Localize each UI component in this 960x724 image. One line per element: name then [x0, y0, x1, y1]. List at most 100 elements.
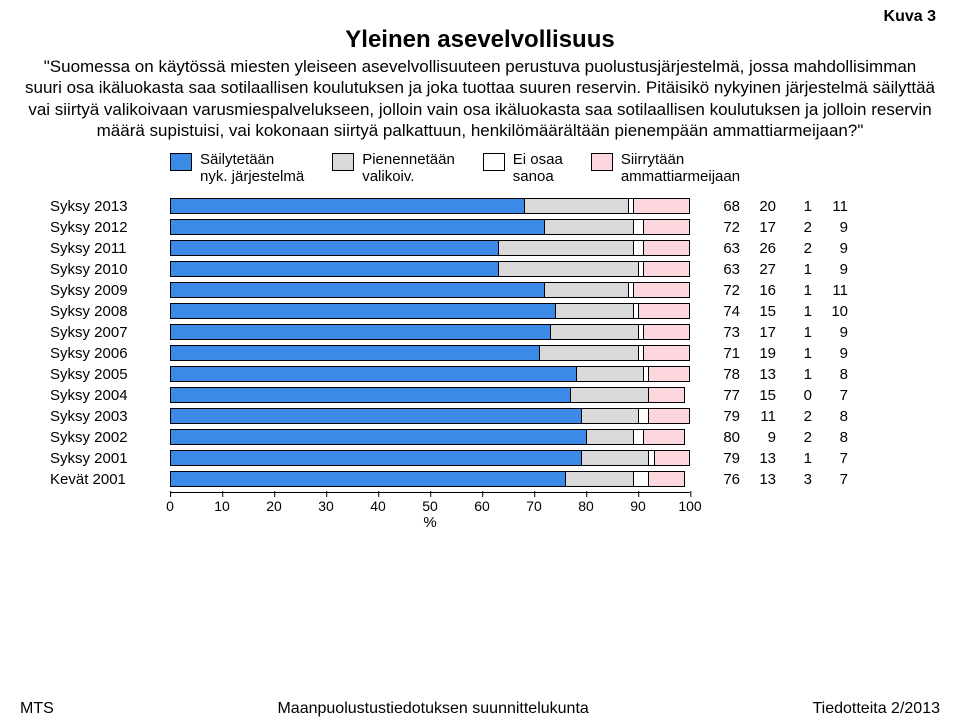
chart-row: Syksy 2011632629 — [50, 238, 940, 259]
value: 1 — [776, 324, 812, 341]
value: 2 — [776, 219, 812, 236]
legend-item: Siirrytäänammattiarmeijaan — [591, 151, 740, 186]
stacked-bar — [170, 324, 690, 340]
value: 0 — [776, 387, 812, 404]
value: 3 — [776, 471, 812, 488]
bar-segment — [544, 282, 627, 298]
bar-segment — [170, 324, 550, 340]
footer: MTS Maanpuolustustiedotuksen suunnittelu… — [0, 700, 960, 718]
value: 10 — [812, 303, 848, 320]
value: 79 — [704, 450, 740, 467]
bar-segment — [170, 261, 498, 277]
row-label: Syksy 2013 — [50, 198, 170, 215]
row-label: Syksy 2001 — [50, 450, 170, 467]
row-values: 6820111 — [704, 198, 848, 215]
value: 2 — [776, 408, 812, 425]
bar-segment — [643, 345, 690, 361]
value: 74 — [704, 303, 740, 320]
chart-row: Syksy 2013 6820111 — [50, 196, 940, 217]
legend: Säilytetäännyk. järjestelmäPienennetäänv… — [170, 151, 940, 186]
value: 7 — [812, 450, 848, 467]
value: 1 — [776, 198, 812, 215]
row-label: Syksy 2008 — [50, 303, 170, 320]
stacked-bar-chart: Syksy 20136820111Syksy 2012721729Syksy 2… — [50, 196, 940, 490]
stacked-bar — [170, 219, 690, 235]
stacked-bar — [170, 429, 690, 445]
bar-segment — [643, 429, 685, 445]
row-label: Syksy 2011 — [50, 240, 170, 257]
bar-segment — [581, 450, 649, 466]
axis-tick: 0 — [166, 492, 174, 514]
row-label: Syksy 2012 — [50, 219, 170, 236]
bar-segment — [648, 471, 684, 487]
legend-label: Ei osaasanoa — [513, 151, 563, 186]
axis-tick: 50 — [422, 492, 438, 514]
row-values: 781318 — [704, 366, 848, 383]
chart-row: Syksy 2008 7415110 — [50, 301, 940, 322]
bar-segment — [581, 408, 638, 424]
value: 11 — [812, 198, 848, 215]
bar-segment — [170, 471, 565, 487]
legend-swatch — [332, 153, 354, 171]
value: 7 — [812, 471, 848, 488]
row-label: Syksy 2002 — [50, 429, 170, 446]
value: 2 — [776, 429, 812, 446]
axis-tick: 100 — [678, 492, 701, 514]
legend-label: Pienennetäänvalikoiv. — [362, 151, 455, 186]
value: 1 — [776, 261, 812, 278]
bar-segment — [586, 429, 633, 445]
row-values: 791317 — [704, 450, 848, 467]
bar-segment — [498, 240, 633, 256]
chart-row: Syksy 2004771507 — [50, 385, 940, 406]
value: 8 — [812, 429, 848, 446]
value: 72 — [704, 219, 740, 236]
bar-segment — [170, 282, 544, 298]
axis-tick: 90 — [630, 492, 646, 514]
value: 77 — [704, 387, 740, 404]
chart-row: Syksy 2012 721729 — [50, 217, 940, 238]
bar-segment — [638, 408, 648, 424]
bar-segment — [170, 366, 576, 382]
value: 78 — [704, 366, 740, 383]
legend-label: Siirrytäänammattiarmeijaan — [621, 151, 740, 186]
row-values: 711919 — [704, 345, 848, 362]
stacked-bar — [170, 240, 690, 256]
value: 13 — [740, 450, 776, 467]
stacked-bar — [170, 261, 690, 277]
bar-segment — [570, 387, 648, 403]
row-values: 7216111 — [704, 282, 848, 299]
bar-segment — [170, 429, 586, 445]
x-axis: % 0102030405060708090100 — [170, 492, 690, 514]
bar-segment — [643, 219, 690, 235]
bar-segment — [633, 240, 643, 256]
axis-tick: 40 — [370, 492, 386, 514]
row-label: Syksy 2003 — [50, 408, 170, 425]
chart-description: "Suomessa on käytössä miesten yleiseen a… — [24, 56, 936, 141]
row-label: Syksy 2006 — [50, 345, 170, 362]
row-values: 731719 — [704, 324, 848, 341]
bar-segment — [524, 198, 628, 214]
chart-row: Syksy 200280928 — [50, 427, 940, 448]
value: 15 — [740, 303, 776, 320]
row-values: 632719 — [704, 261, 848, 278]
figure-label: Kuva 3 — [20, 8, 936, 26]
row-values: 791128 — [704, 408, 848, 425]
value: 63 — [704, 261, 740, 278]
row-values: 721729 — [704, 219, 848, 236]
chart-row: Syksy 2007731719 — [50, 322, 940, 343]
value: 16 — [740, 282, 776, 299]
value: 68 — [704, 198, 740, 215]
bar-segment — [170, 198, 524, 214]
value: 11 — [740, 408, 776, 425]
value: 63 — [704, 240, 740, 257]
bar-segment — [544, 219, 632, 235]
bar-segment — [170, 450, 581, 466]
bar-segment — [170, 387, 570, 403]
row-label: Syksy 2005 — [50, 366, 170, 383]
stacked-bar — [170, 282, 690, 298]
footer-left: MTS — [20, 700, 54, 718]
axis-tick: 20 — [266, 492, 282, 514]
value: 1 — [776, 303, 812, 320]
chart-row: Syksy 2010632719 — [50, 259, 940, 280]
bar-segment — [648, 366, 690, 382]
